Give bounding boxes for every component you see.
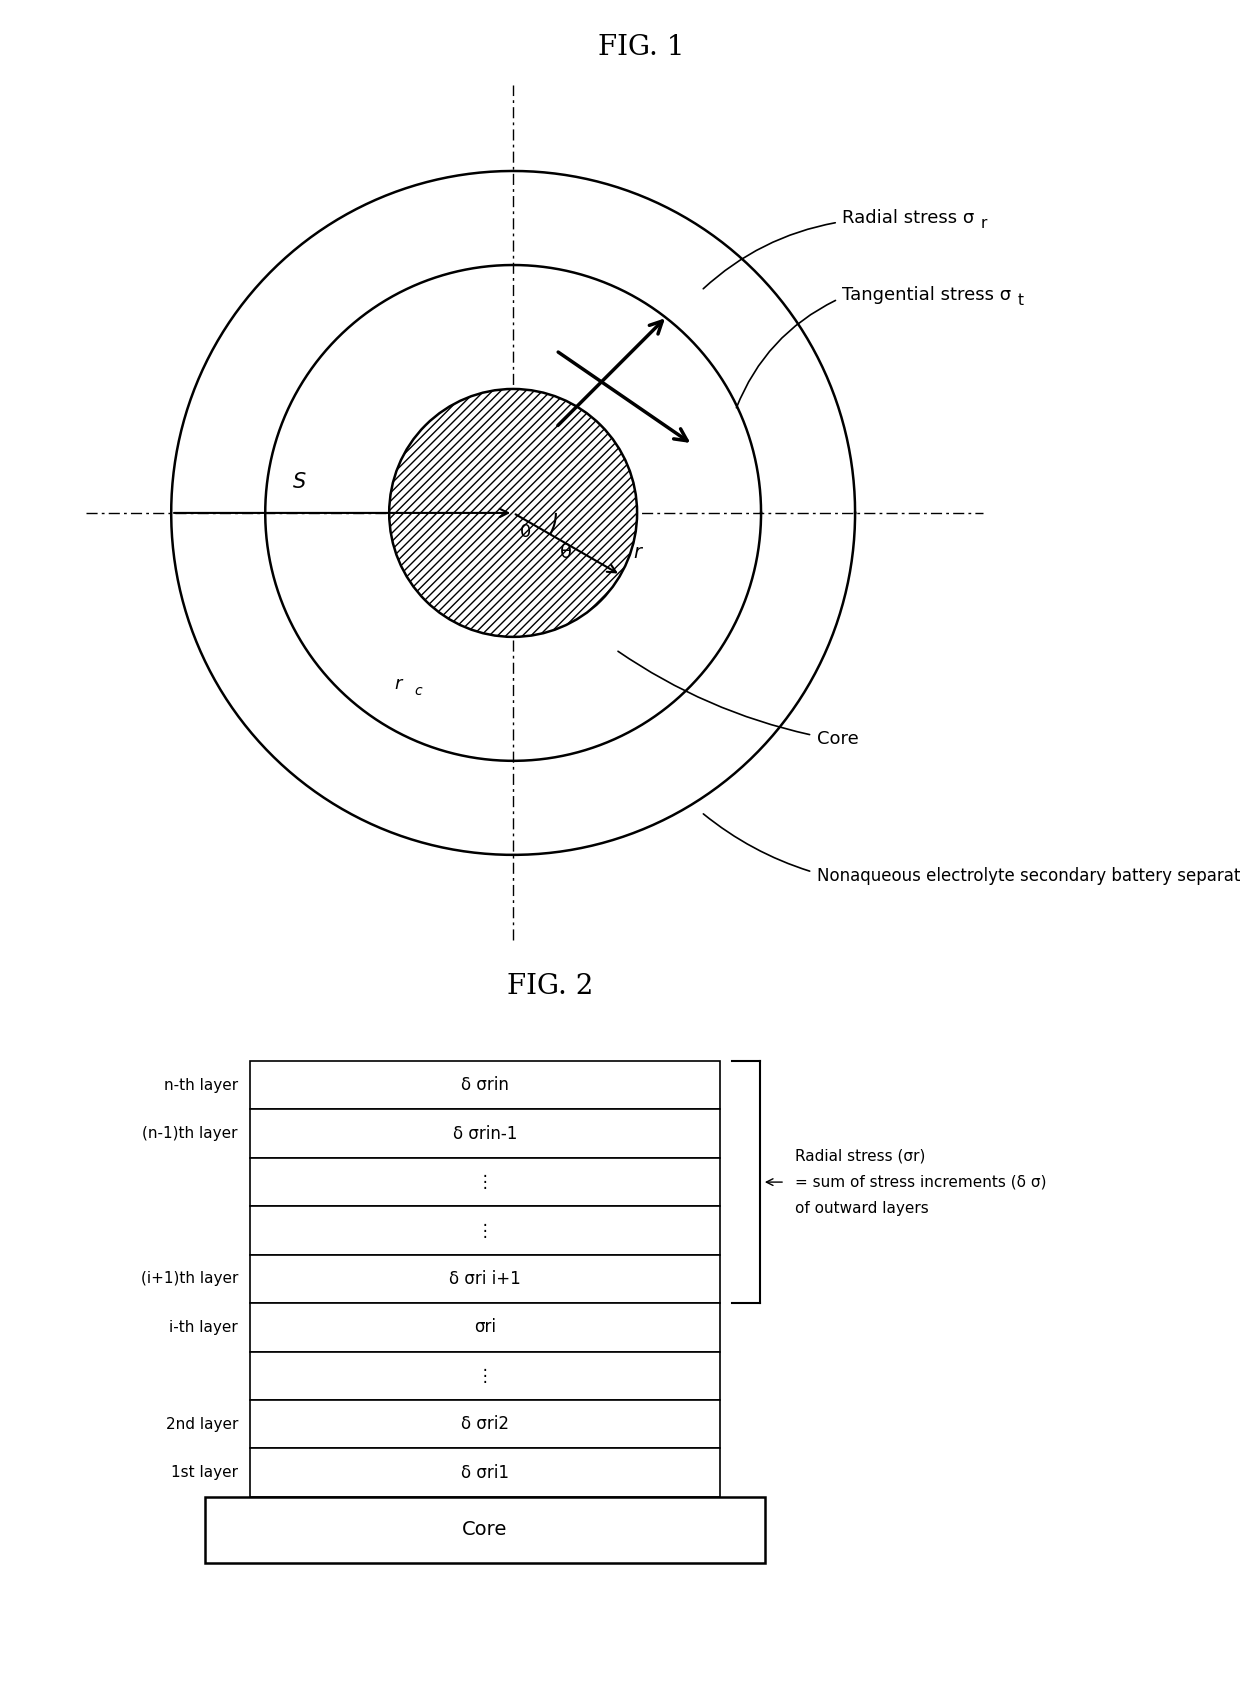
Text: θ: θ — [560, 542, 572, 561]
Text: i-th layer: i-th layer — [169, 1320, 238, 1336]
Bar — [250, 1351, 720, 1400]
Text: σri: σri — [474, 1319, 496, 1336]
Text: δ σri1: δ σri1 — [461, 1464, 508, 1481]
Text: FIG. 2: FIG. 2 — [507, 973, 593, 1000]
Text: 2nd layer: 2nd layer — [166, 1417, 238, 1432]
Text: ⋮: ⋮ — [476, 1173, 494, 1192]
Text: 0: 0 — [520, 524, 531, 541]
Text: FIG. 1: FIG. 1 — [598, 34, 684, 61]
Text: δ σrin: δ σrin — [461, 1076, 508, 1095]
Text: of outward layers: of outward layers — [795, 1202, 929, 1215]
Text: Nonaqueous electrolyte secondary battery separator: Nonaqueous electrolyte secondary battery… — [817, 868, 1240, 885]
Text: δ σrin-1: δ σrin-1 — [453, 1125, 517, 1142]
Text: ⋮: ⋮ — [476, 1222, 494, 1239]
Bar — [250, 1254, 720, 1303]
Bar — [250, 1158, 720, 1207]
Bar — [250, 1110, 720, 1158]
Text: ⋮: ⋮ — [476, 1366, 494, 1385]
Text: δ σri2: δ σri2 — [461, 1415, 508, 1434]
Text: r: r — [634, 542, 641, 563]
Text: Core: Core — [817, 731, 858, 749]
Text: 1st layer: 1st layer — [171, 1464, 238, 1480]
Text: Core: Core — [463, 1520, 507, 1539]
Text: Radial stress σ: Radial stress σ — [842, 208, 975, 227]
Bar — [250, 1449, 720, 1497]
Text: Tangential stress σ: Tangential stress σ — [842, 286, 1012, 303]
Text: δ σri i+1: δ σri i+1 — [449, 1270, 521, 1288]
Text: r: r — [394, 675, 402, 693]
Bar — [250, 1061, 720, 1110]
Text: (n-1)th layer: (n-1)th layer — [143, 1125, 238, 1141]
Text: n-th layer: n-th layer — [164, 1078, 238, 1093]
Ellipse shape — [389, 388, 637, 637]
Bar — [250, 1400, 720, 1449]
Text: r: r — [981, 217, 987, 232]
Text: c: c — [415, 683, 423, 698]
Text: = sum of stress increments (δ σ): = sum of stress increments (δ σ) — [795, 1175, 1047, 1190]
Bar — [250, 1303, 720, 1351]
Text: (i+1)th layer: (i+1)th layer — [140, 1271, 238, 1287]
Text: t: t — [1018, 293, 1023, 308]
Bar — [250, 1207, 720, 1254]
Text: Radial stress (σr): Radial stress (σr) — [795, 1148, 925, 1163]
Bar — [205, 1497, 765, 1563]
Text: S: S — [293, 471, 306, 492]
